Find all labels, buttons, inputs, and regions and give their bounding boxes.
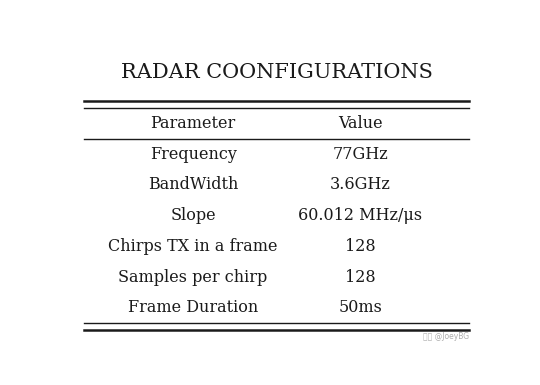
Text: 128: 128: [345, 269, 376, 286]
Text: Frame Duration: Frame Duration: [128, 300, 258, 316]
Text: Frequency: Frequency: [150, 146, 237, 162]
Text: Samples per chirp: Samples per chirp: [118, 269, 268, 286]
Text: 60.012 MHz/μs: 60.012 MHz/μs: [299, 207, 422, 224]
Text: 3.6GHz: 3.6GHz: [330, 176, 391, 193]
Text: BandWidth: BandWidth: [148, 176, 238, 193]
Text: Slope: Slope: [170, 207, 216, 224]
Text: 128: 128: [345, 238, 376, 255]
Text: 50ms: 50ms: [339, 300, 382, 316]
Text: 知乎 @JoeyBG: 知乎 @JoeyBG: [423, 332, 469, 341]
Text: RADAR COONFIGURATIONS: RADAR COONFIGURATIONS: [121, 62, 433, 82]
Text: Chirps TX in a frame: Chirps TX in a frame: [109, 238, 278, 255]
Text: 77GHz: 77GHz: [333, 146, 388, 162]
Text: Value: Value: [338, 115, 383, 132]
Text: Parameter: Parameter: [151, 115, 235, 132]
